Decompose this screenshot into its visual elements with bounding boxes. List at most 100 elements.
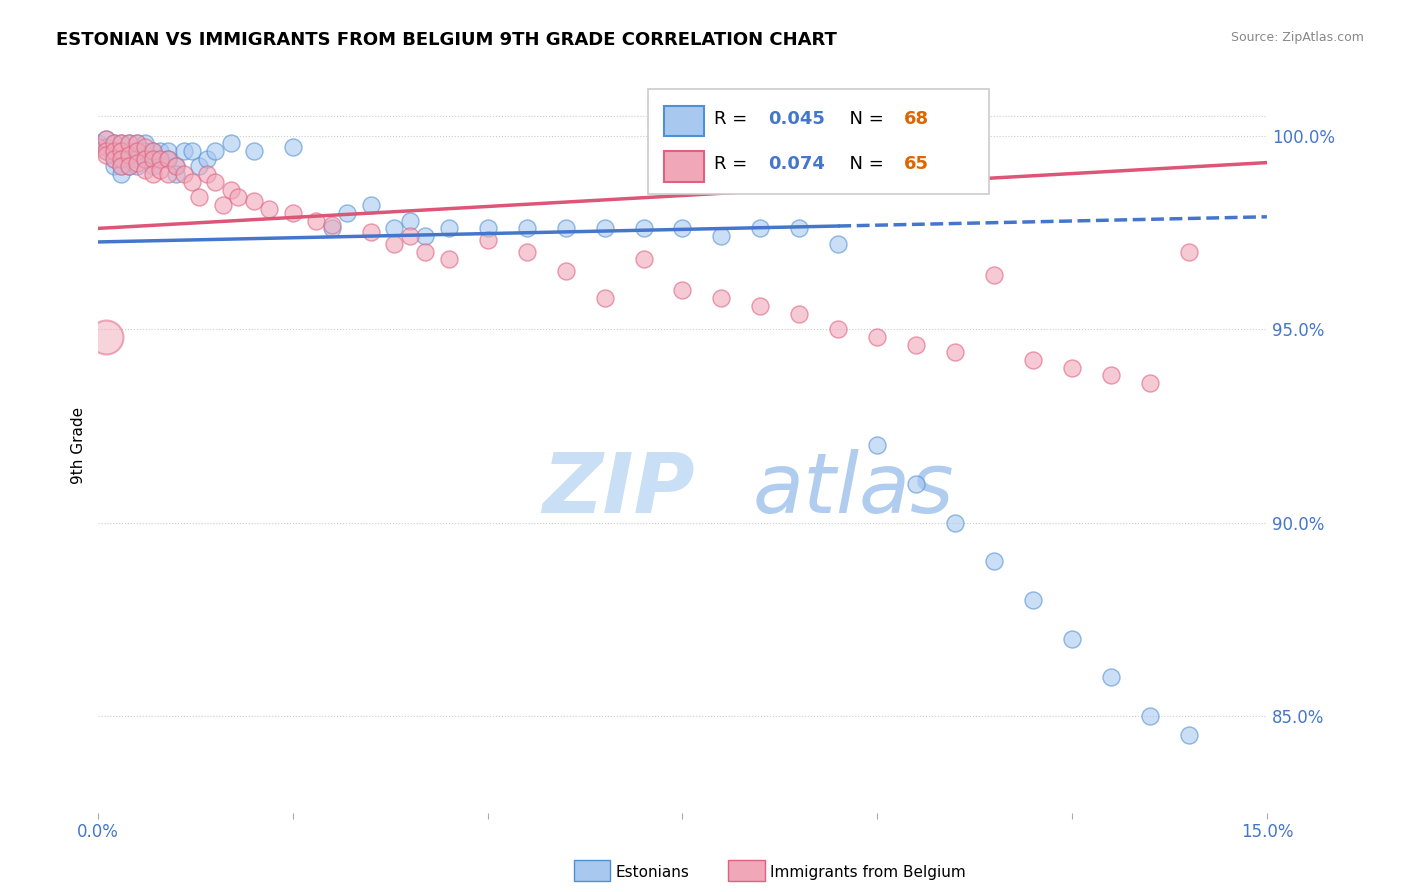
Point — [593, 291, 616, 305]
Point — [360, 225, 382, 239]
Point — [149, 163, 172, 178]
Point — [219, 183, 242, 197]
Point — [110, 152, 132, 166]
Point — [157, 152, 180, 166]
Point — [118, 144, 141, 158]
Point — [1022, 353, 1045, 368]
Point — [165, 160, 187, 174]
Point — [554, 221, 576, 235]
Point — [110, 144, 132, 158]
Point — [382, 221, 405, 235]
Point — [1178, 729, 1201, 743]
Point — [710, 291, 733, 305]
Point — [94, 132, 117, 146]
Point — [110, 160, 132, 174]
Point — [437, 221, 460, 235]
Text: R =: R = — [714, 110, 754, 128]
Point — [188, 160, 211, 174]
Point — [134, 163, 156, 178]
Point — [204, 175, 226, 189]
Point — [87, 140, 110, 154]
Point — [103, 144, 125, 158]
Point — [118, 136, 141, 151]
Point — [149, 144, 172, 158]
Point — [305, 213, 328, 227]
Point — [103, 136, 125, 151]
Point — [477, 233, 499, 247]
Point — [110, 136, 132, 151]
Point — [437, 252, 460, 267]
Y-axis label: 9th Grade: 9th Grade — [72, 407, 86, 483]
Point — [125, 152, 148, 166]
Point — [259, 202, 281, 216]
Text: R =: R = — [714, 155, 754, 173]
Point — [142, 144, 165, 158]
Point — [134, 152, 156, 166]
Point — [1178, 244, 1201, 259]
Point — [866, 438, 889, 452]
Point — [671, 283, 693, 297]
Point — [165, 160, 187, 174]
Point — [173, 167, 195, 181]
Point — [1062, 360, 1084, 375]
Point — [789, 307, 811, 321]
Point — [110, 160, 132, 174]
Point — [321, 218, 343, 232]
Point — [142, 144, 165, 158]
Point — [243, 194, 266, 209]
Point — [94, 144, 117, 158]
Point — [118, 160, 141, 174]
Point — [195, 152, 218, 166]
Point — [94, 132, 117, 146]
Point — [905, 337, 928, 351]
Point — [142, 167, 165, 181]
Point — [134, 136, 156, 151]
Point — [188, 190, 211, 204]
Point — [398, 213, 420, 227]
Point — [827, 236, 849, 251]
Text: 0.074: 0.074 — [768, 155, 824, 173]
Point — [827, 322, 849, 336]
Text: 65: 65 — [904, 155, 929, 173]
Point — [415, 229, 437, 244]
Point — [415, 244, 437, 259]
Text: N =: N = — [838, 155, 890, 173]
Point — [118, 136, 141, 151]
Point — [103, 152, 125, 166]
Point — [360, 198, 382, 212]
Point — [173, 144, 195, 158]
Text: Estonians: Estonians — [616, 865, 690, 880]
Point — [1139, 709, 1161, 723]
Point — [516, 221, 538, 235]
Point — [789, 221, 811, 235]
Point — [749, 299, 772, 313]
Point — [94, 144, 117, 158]
Point — [94, 140, 117, 154]
Text: ZIP: ZIP — [543, 449, 695, 530]
Point — [94, 148, 117, 162]
Point — [983, 554, 1005, 568]
Point — [516, 244, 538, 259]
Point — [593, 221, 616, 235]
Point — [1139, 376, 1161, 391]
Point — [103, 136, 125, 151]
Point — [103, 152, 125, 166]
Point — [134, 152, 156, 166]
Point — [87, 136, 110, 151]
Point — [710, 229, 733, 244]
Text: N =: N = — [838, 110, 890, 128]
Point — [118, 148, 141, 162]
Point — [671, 221, 693, 235]
Point — [321, 221, 343, 235]
Point — [125, 155, 148, 169]
Text: ESTONIAN VS IMMIGRANTS FROM BELGIUM 9TH GRADE CORRELATION CHART: ESTONIAN VS IMMIGRANTS FROM BELGIUM 9TH … — [56, 31, 837, 49]
Point — [165, 167, 187, 181]
Point — [142, 160, 165, 174]
Point — [226, 190, 249, 204]
Point — [110, 152, 132, 166]
Point — [195, 167, 218, 181]
Point — [633, 221, 655, 235]
Point — [1099, 670, 1122, 684]
Text: Immigrants from Belgium: Immigrants from Belgium — [770, 865, 966, 880]
Text: 68: 68 — [904, 110, 929, 128]
